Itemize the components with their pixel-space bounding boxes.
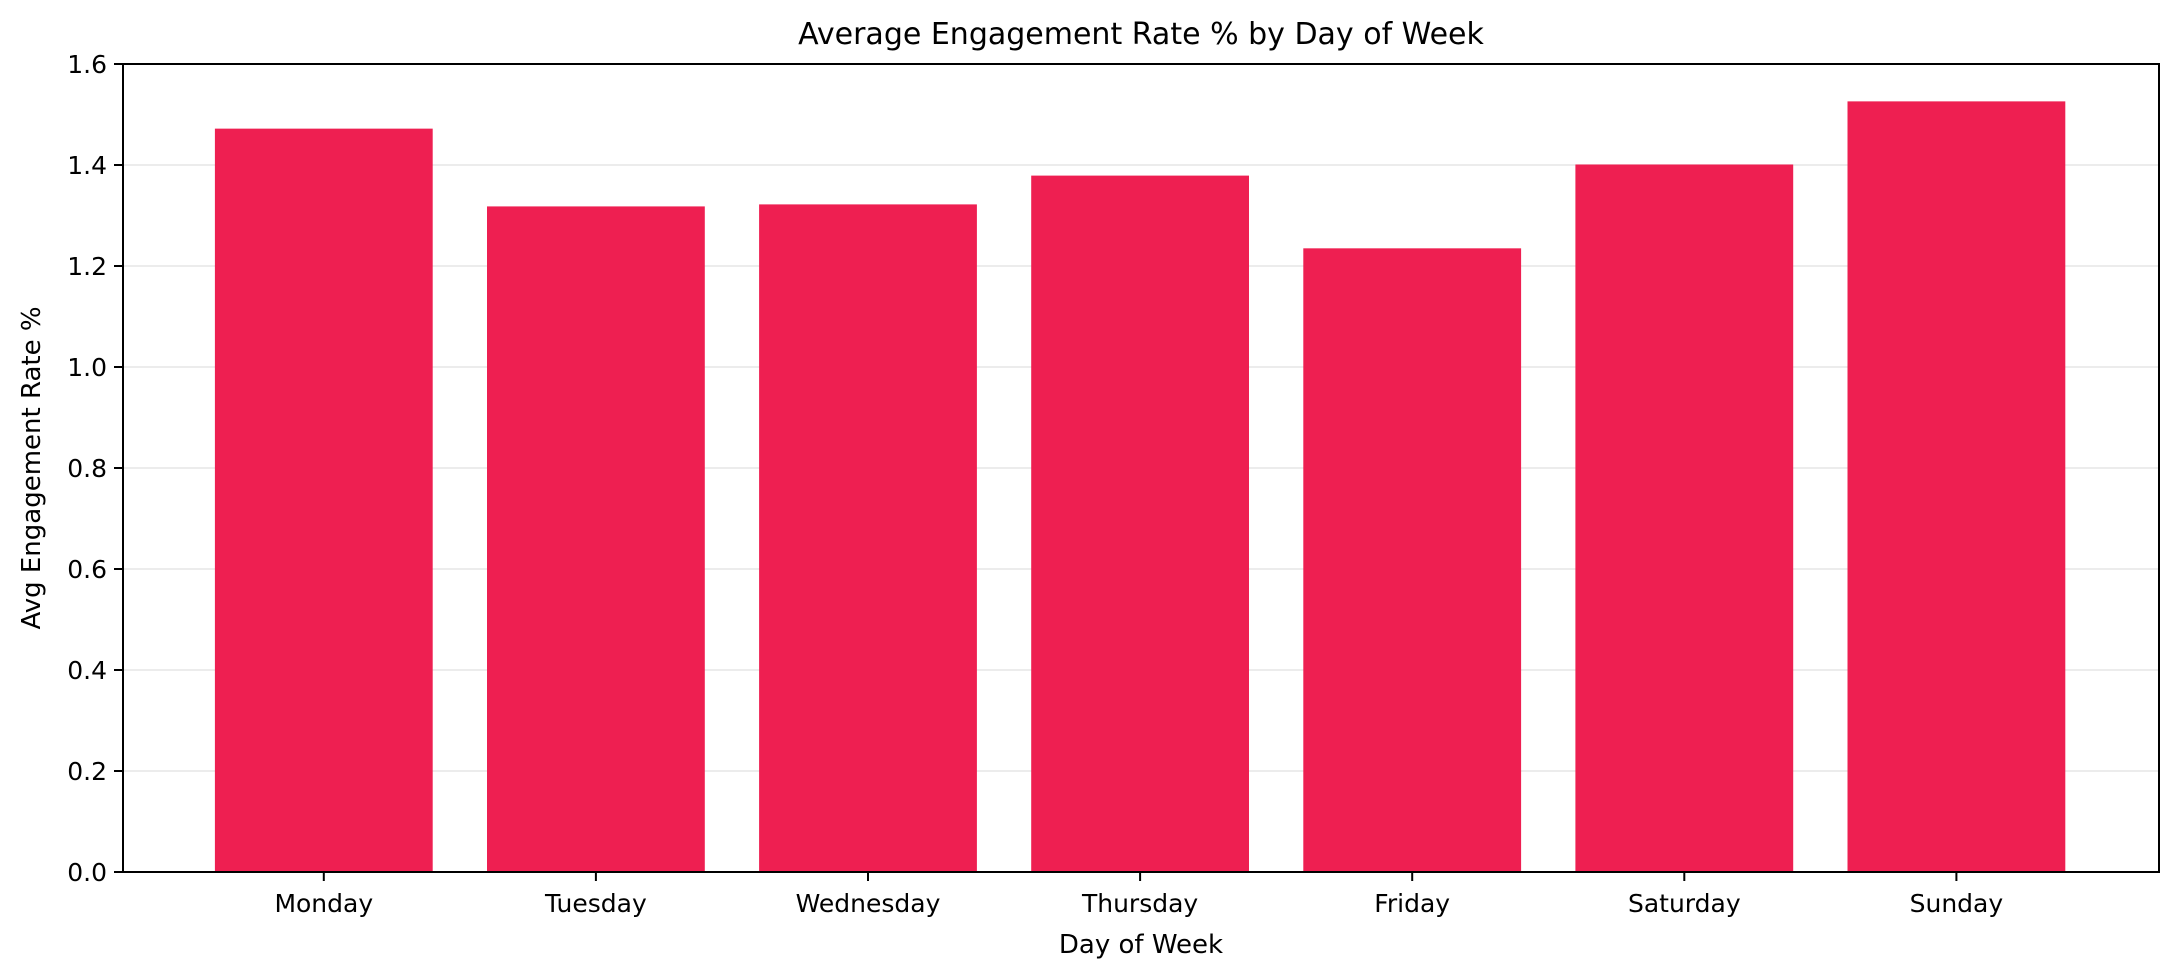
x-axis-label: Day of Week bbox=[1059, 930, 1223, 960]
bar-tuesday bbox=[487, 206, 705, 872]
bar-sunday bbox=[1847, 101, 2066, 873]
x-tick-label-saturday: Saturday bbox=[1628, 889, 1741, 918]
bar-thursday bbox=[1031, 175, 1249, 873]
bar-monday bbox=[214, 128, 433, 872]
chart-title: Average Engagement Rate % by Day of Week bbox=[798, 17, 1484, 52]
bars bbox=[214, 101, 2066, 873]
x-tick-label-monday: Monday bbox=[274, 889, 373, 918]
y-tick-label: 1.0 bbox=[67, 353, 107, 382]
y-tick-label: 0.8 bbox=[67, 454, 107, 483]
bar-friday bbox=[1303, 248, 1522, 872]
y-tick-label: 0.4 bbox=[67, 656, 107, 685]
y-tick-label: 1.6 bbox=[67, 50, 107, 79]
y-axis-ticks: 0.0 0.2 0.4 0.6 0.8 1.0 1.2 1.4 1.6 bbox=[67, 50, 123, 887]
y-tick-label: 0.6 bbox=[67, 555, 107, 584]
x-tick-label-tuesday: Tuesday bbox=[544, 889, 647, 918]
y-tick-label: 1.2 bbox=[67, 252, 107, 281]
bar-wednesday bbox=[759, 204, 977, 872]
x-tick-label-sunday: Sunday bbox=[1910, 889, 2004, 918]
bar-saturday bbox=[1575, 164, 1794, 872]
y-tick-label: 0.2 bbox=[67, 757, 107, 786]
x-axis-ticks: Monday Tuesday Wednesday Thursday Friday Satu… bbox=[274, 872, 2003, 918]
y-tick-label: 1.4 bbox=[67, 151, 107, 180]
x-tick-label-friday: Friday bbox=[1374, 889, 1450, 918]
y-axis-label: Avg Engagement Rate % bbox=[17, 306, 47, 629]
y-tick-label: 0.0 bbox=[67, 858, 107, 887]
x-tick-label-thursday: Thursday bbox=[1081, 889, 1198, 918]
x-tick-label-wednesday: Wednesday bbox=[796, 889, 941, 918]
